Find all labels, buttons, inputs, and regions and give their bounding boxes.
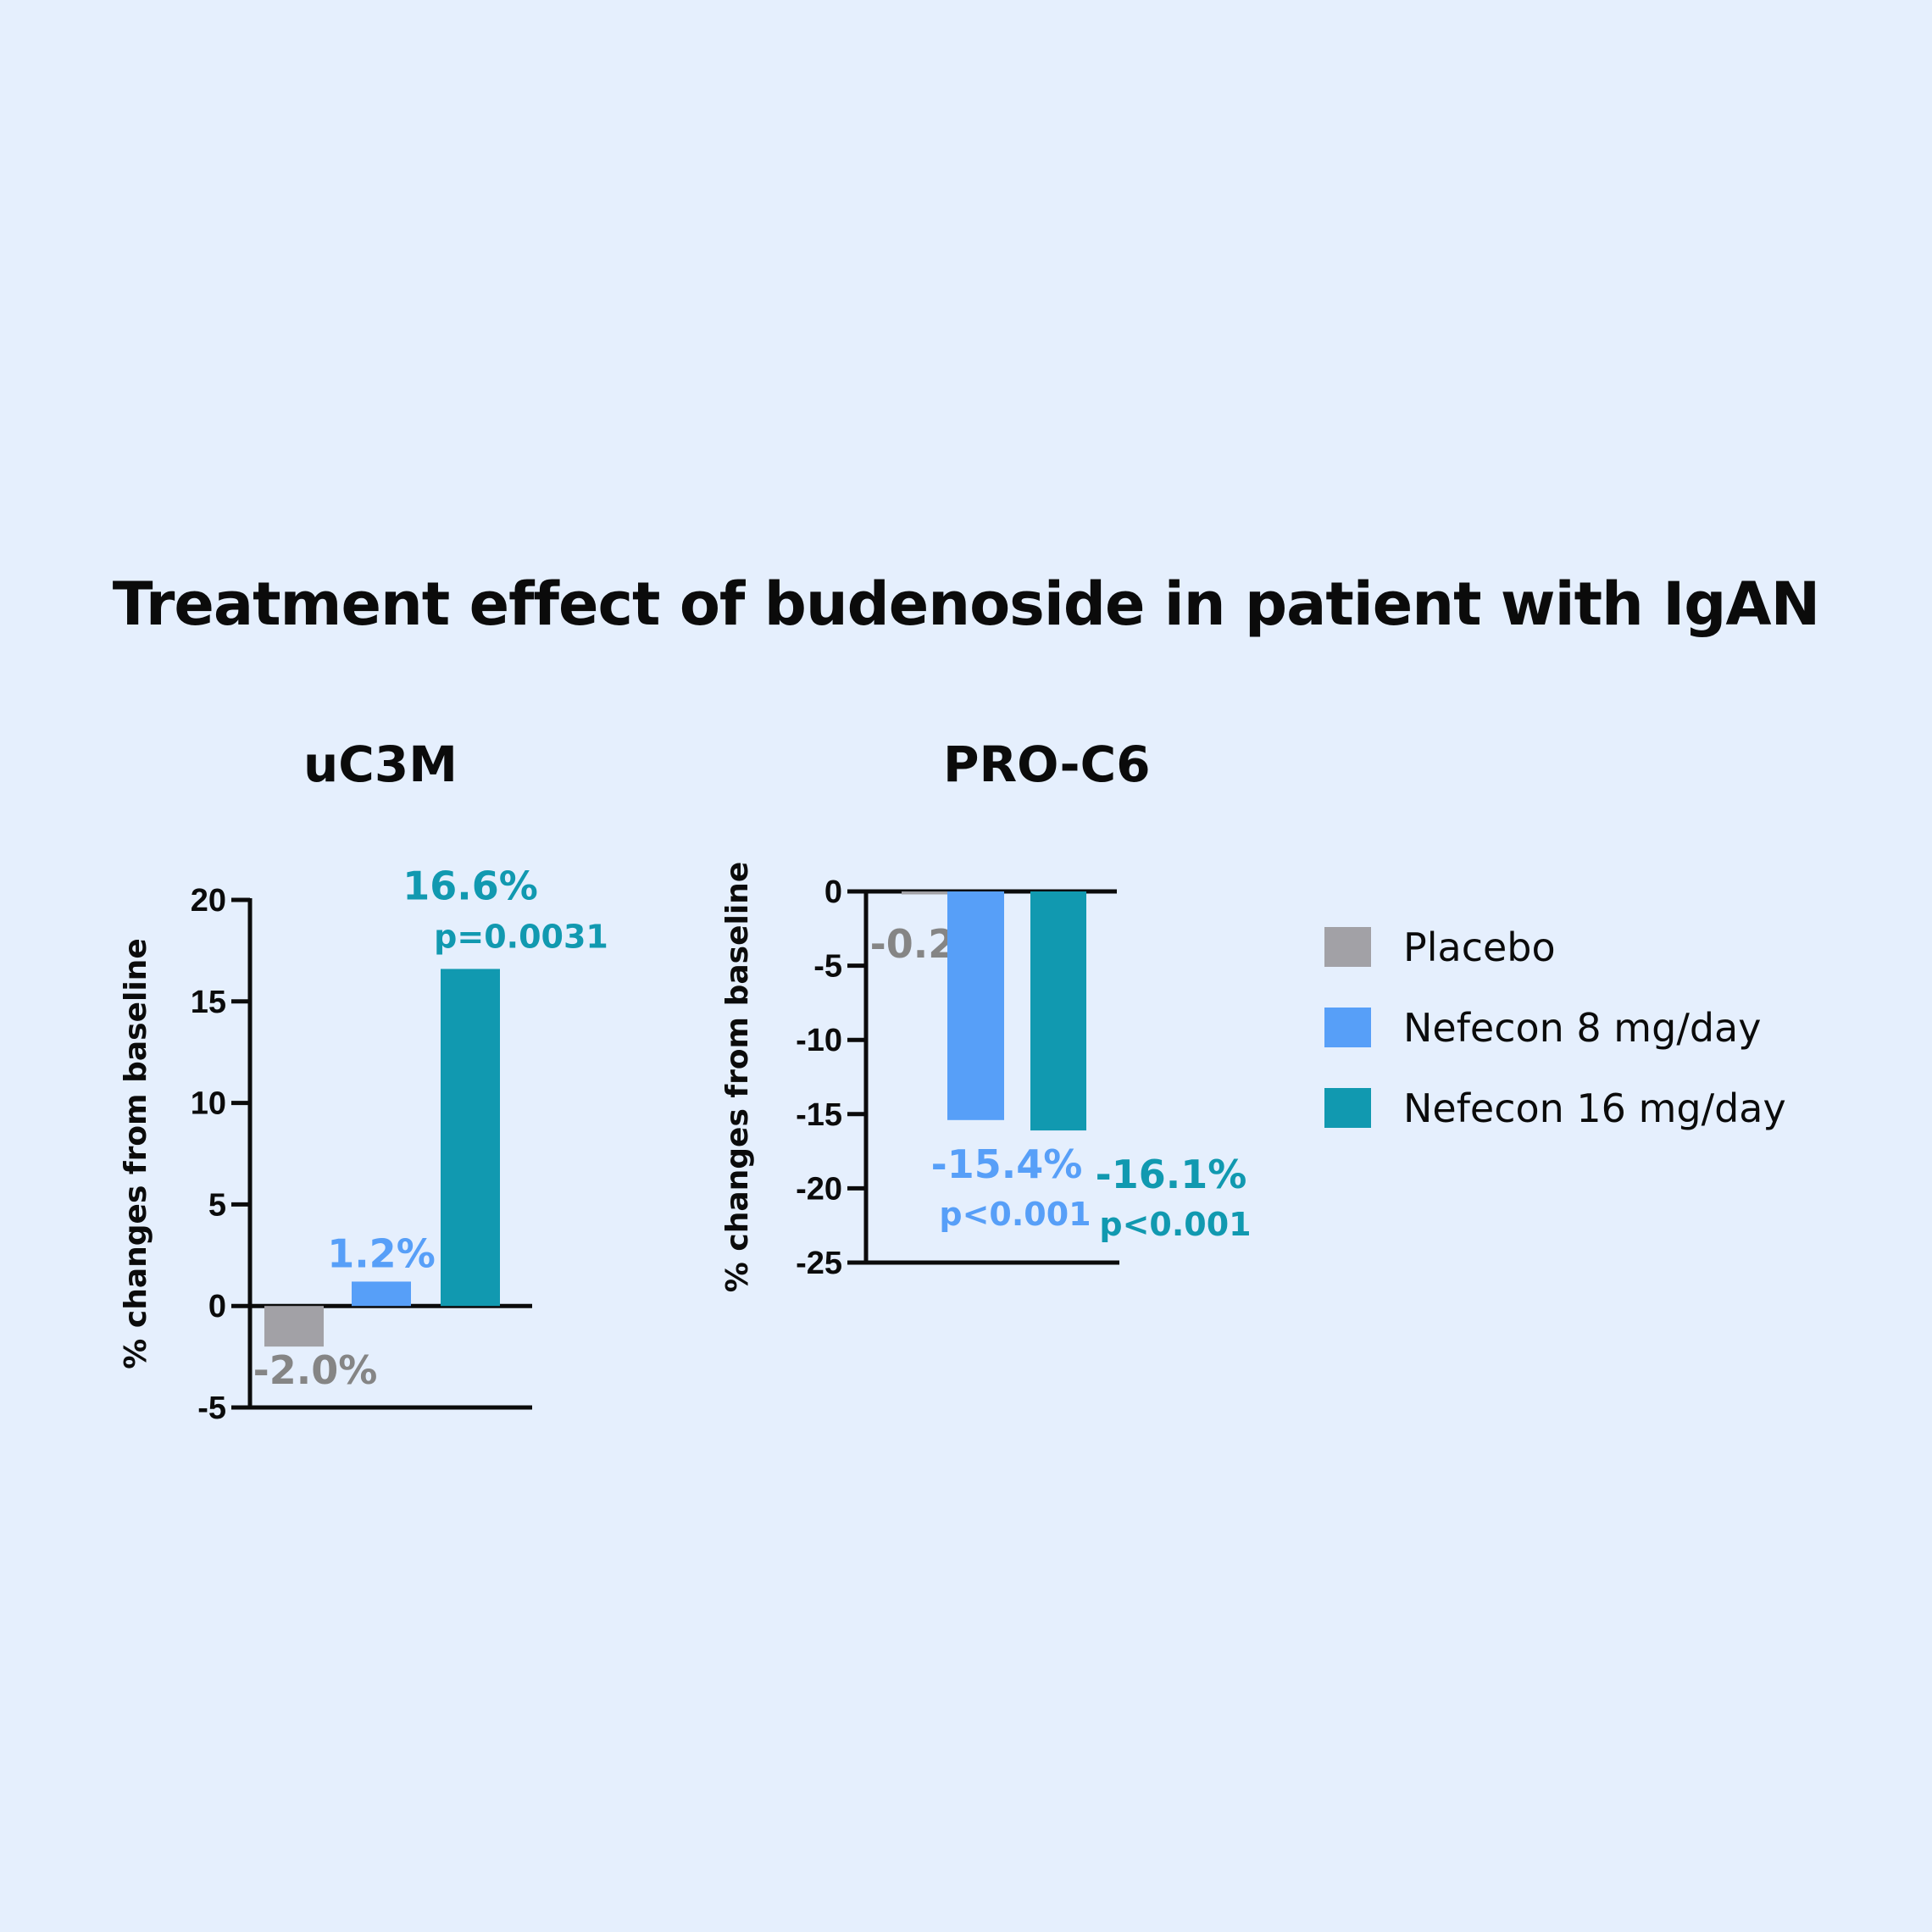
uc3m-p-value-label: p=0.0031 xyxy=(434,918,608,955)
uc3m-bar-placebo xyxy=(264,1306,324,1347)
uc3m-y-tick-label: 20 xyxy=(191,883,226,919)
proc6-value-label: -15.4% xyxy=(931,1141,1083,1187)
proc6-bar-nefecon-8-mg-day xyxy=(947,891,1004,1120)
legend-label: Nefecon 16 mg/day xyxy=(1403,1085,1786,1131)
uc3m-value-label: -2.0% xyxy=(253,1347,378,1393)
legend: Placebo Nefecon 8 mg/day Nefecon 16 mg/d… xyxy=(1324,907,1786,1148)
chart-title: Treatment effect of budenoside in patien… xyxy=(112,569,1820,639)
uc3m-y-tick-label: 0 xyxy=(208,1289,226,1324)
legend-swatch-placebo xyxy=(1324,927,1371,967)
proc6-y-tick-label: -20 xyxy=(796,1171,842,1207)
uc3m-y-tick-label: 10 xyxy=(191,1086,226,1122)
proc6-chart-title: PRO-C6 xyxy=(943,736,1151,793)
proc6-value-label: -16.1% xyxy=(1096,1152,1247,1197)
legend-item-placebo: Placebo xyxy=(1324,907,1786,987)
proc6-y-tick-label: -5 xyxy=(813,949,842,985)
uc3m-y-tick-label: 5 xyxy=(208,1187,226,1223)
proc6-y-tick-label: -10 xyxy=(796,1023,842,1058)
proc6-p-value-label: p<0.001 xyxy=(1099,1206,1251,1243)
proc6-bar-nefecon-16-mg-day xyxy=(1030,891,1086,1131)
proc6-y-tick-label: -25 xyxy=(796,1246,842,1281)
legend-label: Nefecon 8 mg/day xyxy=(1403,1004,1762,1051)
proc6-y-tick-label: -15 xyxy=(796,1097,842,1133)
uc3m-bar-nefecon-8-mg-day xyxy=(352,1281,411,1307)
proc6-p-value-label: p<0.001 xyxy=(939,1196,1091,1233)
legend-label: Placebo xyxy=(1403,924,1556,970)
uc3m-value-label: 16.6% xyxy=(402,863,538,908)
legend-swatch-nefecon-16 xyxy=(1324,1088,1371,1128)
uc3m-chart-title: uC3M xyxy=(303,736,458,793)
legend-item-nefecon-16: Nefecon 16 mg/day xyxy=(1324,1068,1786,1148)
uc3m-y-tick-label: -5 xyxy=(197,1391,226,1426)
proc6-y-tick-label: 0 xyxy=(824,874,842,910)
legend-swatch-nefecon-8 xyxy=(1324,1008,1371,1047)
legend-item-nefecon-8: Nefecon 8 mg/day xyxy=(1324,987,1786,1068)
proc6-bar-placebo xyxy=(902,891,956,895)
uc3m-y-tick-label: 15 xyxy=(191,985,226,1020)
uc3m-value-label: 1.2% xyxy=(327,1230,436,1276)
proc6-y-axis-label: % changes from baseline xyxy=(720,862,755,1292)
uc3m-y-axis-label: % changes from baseline xyxy=(119,938,153,1368)
uc3m-bar-nefecon-16-mg-day xyxy=(441,969,500,1307)
